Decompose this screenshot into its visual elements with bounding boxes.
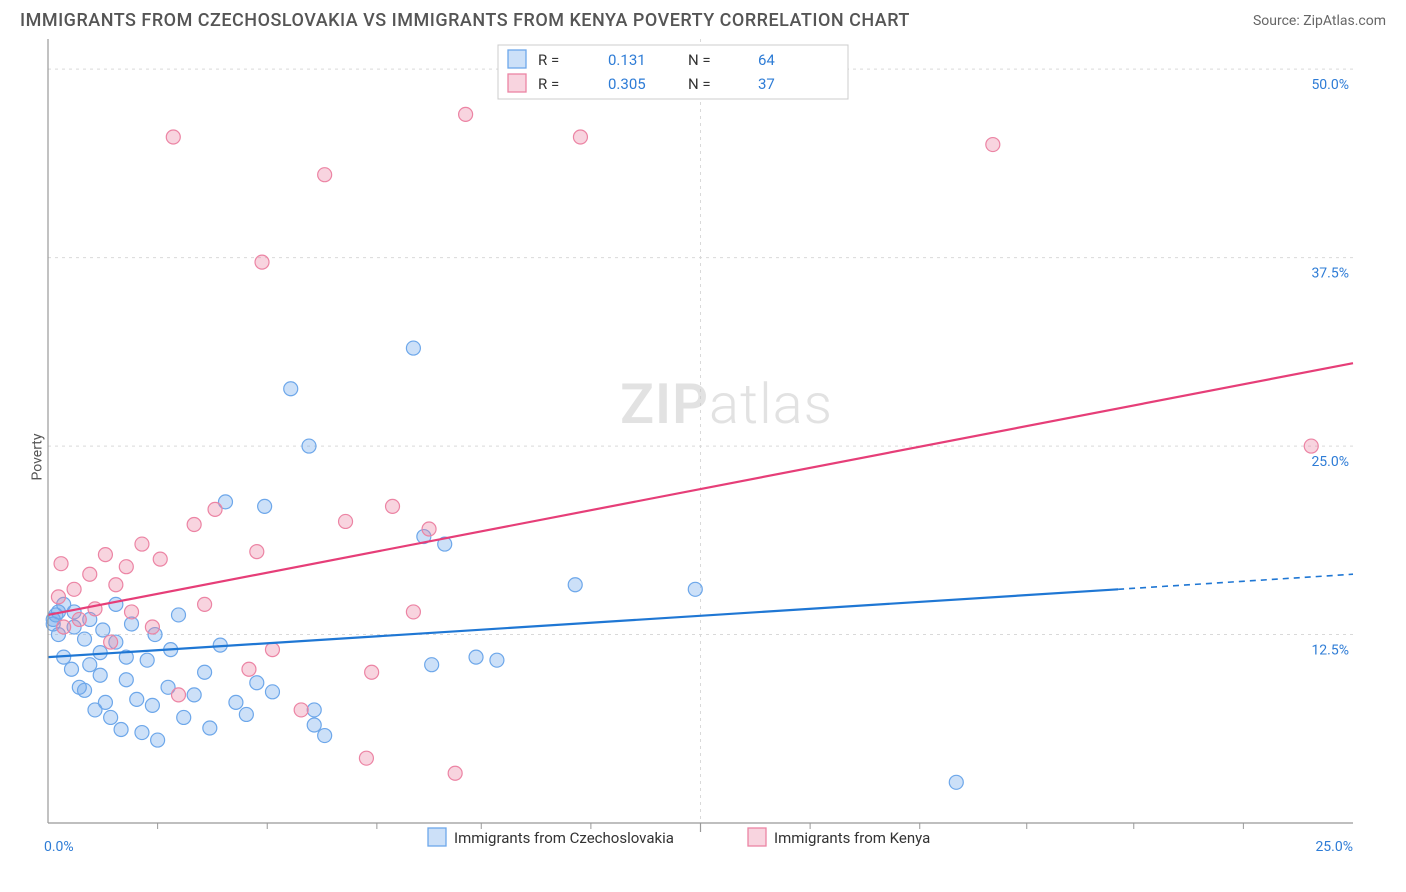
chart-header: IMMIGRANTS FROM CZECHOSLOVAKIA VS IMMIGR… bbox=[0, 0, 1406, 37]
scatter-chart: 12.5% 25.0% 37.5% 50.0% ZIPatlas 0.0% 25.0% R =… bbox=[18, 37, 1388, 877]
svg-text:Immigrants from Kenya: Immigrants from Kenya bbox=[774, 829, 930, 847]
svg-text:64: 64 bbox=[758, 51, 775, 69]
svg-text:0.131: 0.131 bbox=[608, 51, 646, 69]
chart-area: Poverty 12.5% 25.0% 37.5% 50.0% ZIPatlas 0.0%… bbox=[18, 37, 1388, 877]
svg-text:12.5%: 12.5% bbox=[1311, 643, 1349, 659]
svg-text:Immigrants from Czechoslovakia: Immigrants from Czechoslovakia bbox=[454, 829, 674, 847]
chart-source: Source: ZipAtlas.com bbox=[1253, 13, 1386, 29]
svg-text:N =: N = bbox=[688, 51, 711, 69]
svg-text:50.0%: 50.0% bbox=[1311, 77, 1349, 93]
chart-title: IMMIGRANTS FROM CZECHOSLOVAKIA VS IMMIGR… bbox=[20, 10, 910, 31]
svg-text:N =: N = bbox=[688, 75, 711, 93]
svg-text:ZIPatlas: ZIPatlas bbox=[620, 371, 833, 437]
svg-text:R =: R = bbox=[538, 75, 559, 93]
svg-text:37.5%: 37.5% bbox=[1311, 266, 1349, 282]
svg-text:25.0%: 25.0% bbox=[1315, 839, 1353, 855]
svg-text:25.0%: 25.0% bbox=[1311, 454, 1349, 470]
svg-text:0.0%: 0.0% bbox=[44, 839, 74, 855]
svg-text:0.305: 0.305 bbox=[608, 75, 646, 93]
svg-text:37: 37 bbox=[758, 75, 775, 93]
y-axis-label: Poverty bbox=[30, 433, 46, 480]
svg-text:R =: R = bbox=[538, 51, 559, 69]
